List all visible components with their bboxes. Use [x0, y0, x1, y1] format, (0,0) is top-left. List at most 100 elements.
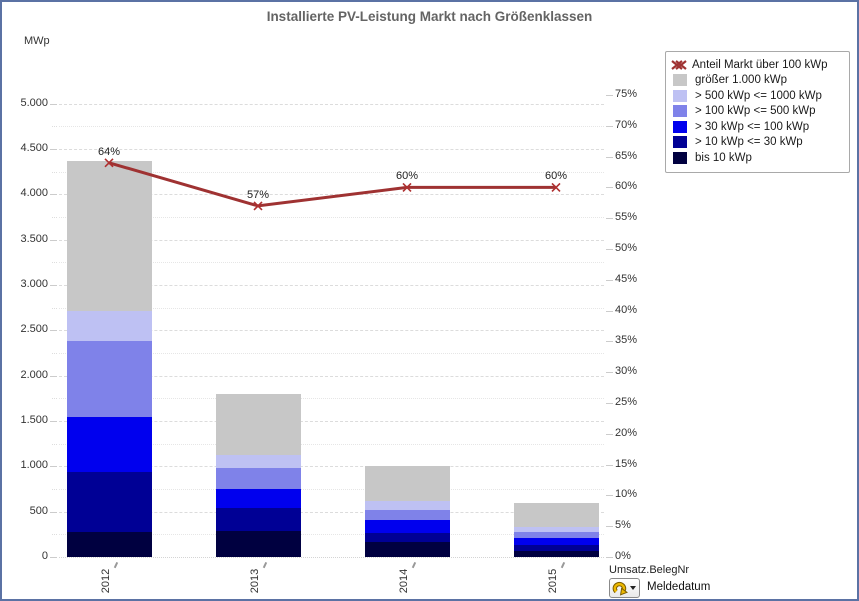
x-axis-tick: [411, 561, 416, 569]
x-axis-label: 2012: [100, 568, 112, 594]
gridline: [59, 171, 604, 173]
bar-segment[interactable]: [215, 508, 301, 532]
bar-segment[interactable]: [66, 472, 152, 533]
legend-swatch: [673, 74, 687, 87]
bar-segment[interactable]: [364, 542, 450, 557]
bar-segment[interactable]: [513, 551, 599, 557]
legend-item: > 500 kWp <= 1000 kWp: [673, 88, 842, 104]
legend-item: > 30 kWp <= 100 kWp: [673, 119, 842, 135]
legend-item-label: > 30 kWp <= 100 kWp: [695, 120, 810, 133]
y-axis-tick-label-right: 25%: [615, 396, 638, 408]
y-axis-tick-label-left: 2.000: [20, 368, 48, 381]
y-axis-minor-tick-left: [52, 443, 57, 445]
y-axis-minor-tick-left: [52, 398, 57, 400]
y-axis-tick-right: [606, 95, 613, 96]
y-axis-unit-label: MWp: [24, 35, 50, 47]
y-axis-minor-tick-left: [52, 217, 57, 219]
chevron-down-icon: [630, 586, 636, 590]
bar-segment[interactable]: [66, 310, 152, 341]
legend-swatch: [673, 151, 687, 164]
bar-segment[interactable]: [364, 509, 450, 521]
y-axis-minor-tick-left: [52, 307, 57, 309]
bar-segment[interactable]: [513, 527, 599, 532]
line-marker-x-icon: [551, 182, 561, 192]
bar-segment[interactable]: [215, 531, 301, 557]
legend-swatch: [673, 105, 687, 118]
y-axis-minor-tick-left: [52, 262, 57, 264]
y-axis-tick-label-left: 500: [29, 504, 48, 517]
gridline: [59, 330, 604, 332]
y-axis-tick-left: [50, 330, 57, 332]
gridline: [59, 285, 604, 287]
y-axis-tick-left: [50, 375, 57, 377]
y-axis-minor-tick-left: [52, 489, 57, 490]
y-axis-tick-right: [606, 341, 613, 343]
bar-segment[interactable]: [364, 466, 450, 502]
y-axis-tick-right: [606, 464, 613, 466]
bar-segment[interactable]: [513, 531, 599, 538]
legend-item-label: bis 10 kWp: [695, 151, 752, 164]
y-axis-minor-tick-left: [52, 126, 57, 128]
bar-segment[interactable]: [215, 394, 301, 455]
gridline: [59, 262, 604, 264]
legend-item-label: > 100 kWp <= 500 kWp: [695, 105, 816, 118]
legend-item: > 100 kWp <= 500 kWp: [673, 104, 842, 120]
bar-segment[interactable]: [215, 488, 301, 509]
line-marker-x-icon: [104, 158, 114, 168]
gridline: [59, 194, 604, 196]
plot-area: 64% 57% 60% 60%: [59, 95, 604, 558]
y-axis-tick-right: [606, 279, 613, 281]
y-axis-tick-right: [606, 125, 613, 127]
gridline: [59, 511, 604, 513]
bar-segment[interactable]: [66, 532, 152, 557]
bar-segment[interactable]: [364, 501, 450, 510]
y-axis-tick-label-right: 70%: [615, 118, 638, 131]
y-axis-tick-left: [50, 285, 57, 287]
y-axis-tick-label-left: 3.500: [20, 232, 48, 245]
legend-swatch: [673, 136, 687, 149]
y-axis-tick-right: [606, 495, 613, 497]
gridline: [59, 443, 604, 445]
gridline: [59, 353, 604, 354]
x-dimension-label: Umsatz.BelegNr: [609, 564, 690, 576]
y-axis-minor-tick-left: [52, 353, 57, 354]
bar-segment[interactable]: [513, 544, 599, 552]
y-axis-tick-label-right: 10%: [615, 488, 638, 501]
y-axis-tick-label-right: 75%: [615, 88, 638, 100]
y-axis-tick-label-left: 4.500: [20, 142, 48, 155]
legend-item-label: > 500 kWp <= 1000 kWp: [695, 89, 822, 102]
bar-segment[interactable]: [364, 532, 450, 543]
bar-segment[interactable]: [66, 417, 152, 473]
legend-item-label: größer 1.000 kWp: [695, 74, 788, 87]
gridline: [59, 307, 604, 309]
gridline: [59, 534, 604, 536]
bar-segment[interactable]: [513, 537, 599, 545]
y-axis-tick-label-right: 45%: [615, 272, 638, 285]
y-axis-tick-label-right: 40%: [615, 303, 638, 316]
y-axis-tick-left: [50, 557, 57, 558]
gridline: [59, 217, 604, 219]
bar-segment[interactable]: [66, 340, 152, 418]
bar-segment[interactable]: [215, 467, 301, 489]
bar-segment[interactable]: [364, 520, 450, 533]
y-axis-tick-right: [606, 403, 613, 404]
y-axis-minor-tick-left: [52, 171, 57, 173]
gridline: [59, 466, 604, 468]
y-axis-tick-label-left: 1.500: [20, 414, 48, 426]
y-axis-tick-right: [606, 156, 613, 158]
bar-segment[interactable]: [215, 454, 301, 468]
line-data-label: 60%: [395, 170, 419, 183]
legend-item: größer 1.000 kWp: [673, 73, 842, 89]
bar-segment[interactable]: [513, 503, 599, 528]
y-axis-tick-label-right: 65%: [615, 149, 638, 162]
y-axis-tick-right: [606, 557, 613, 558]
y-axis-tick-label-right: 5%: [615, 519, 631, 532]
y-axis-tick-right: [606, 218, 613, 220]
y-axis-tick-left: [50, 239, 57, 241]
cycle-dimension-button[interactable]: [609, 578, 640, 598]
gridline: [59, 126, 604, 128]
bar-segment[interactable]: [66, 161, 152, 311]
chart-title: Installierte PV-Leistung Markt nach Größ…: [266, 9, 593, 24]
y-axis-tick-label-right: 55%: [615, 211, 638, 224]
